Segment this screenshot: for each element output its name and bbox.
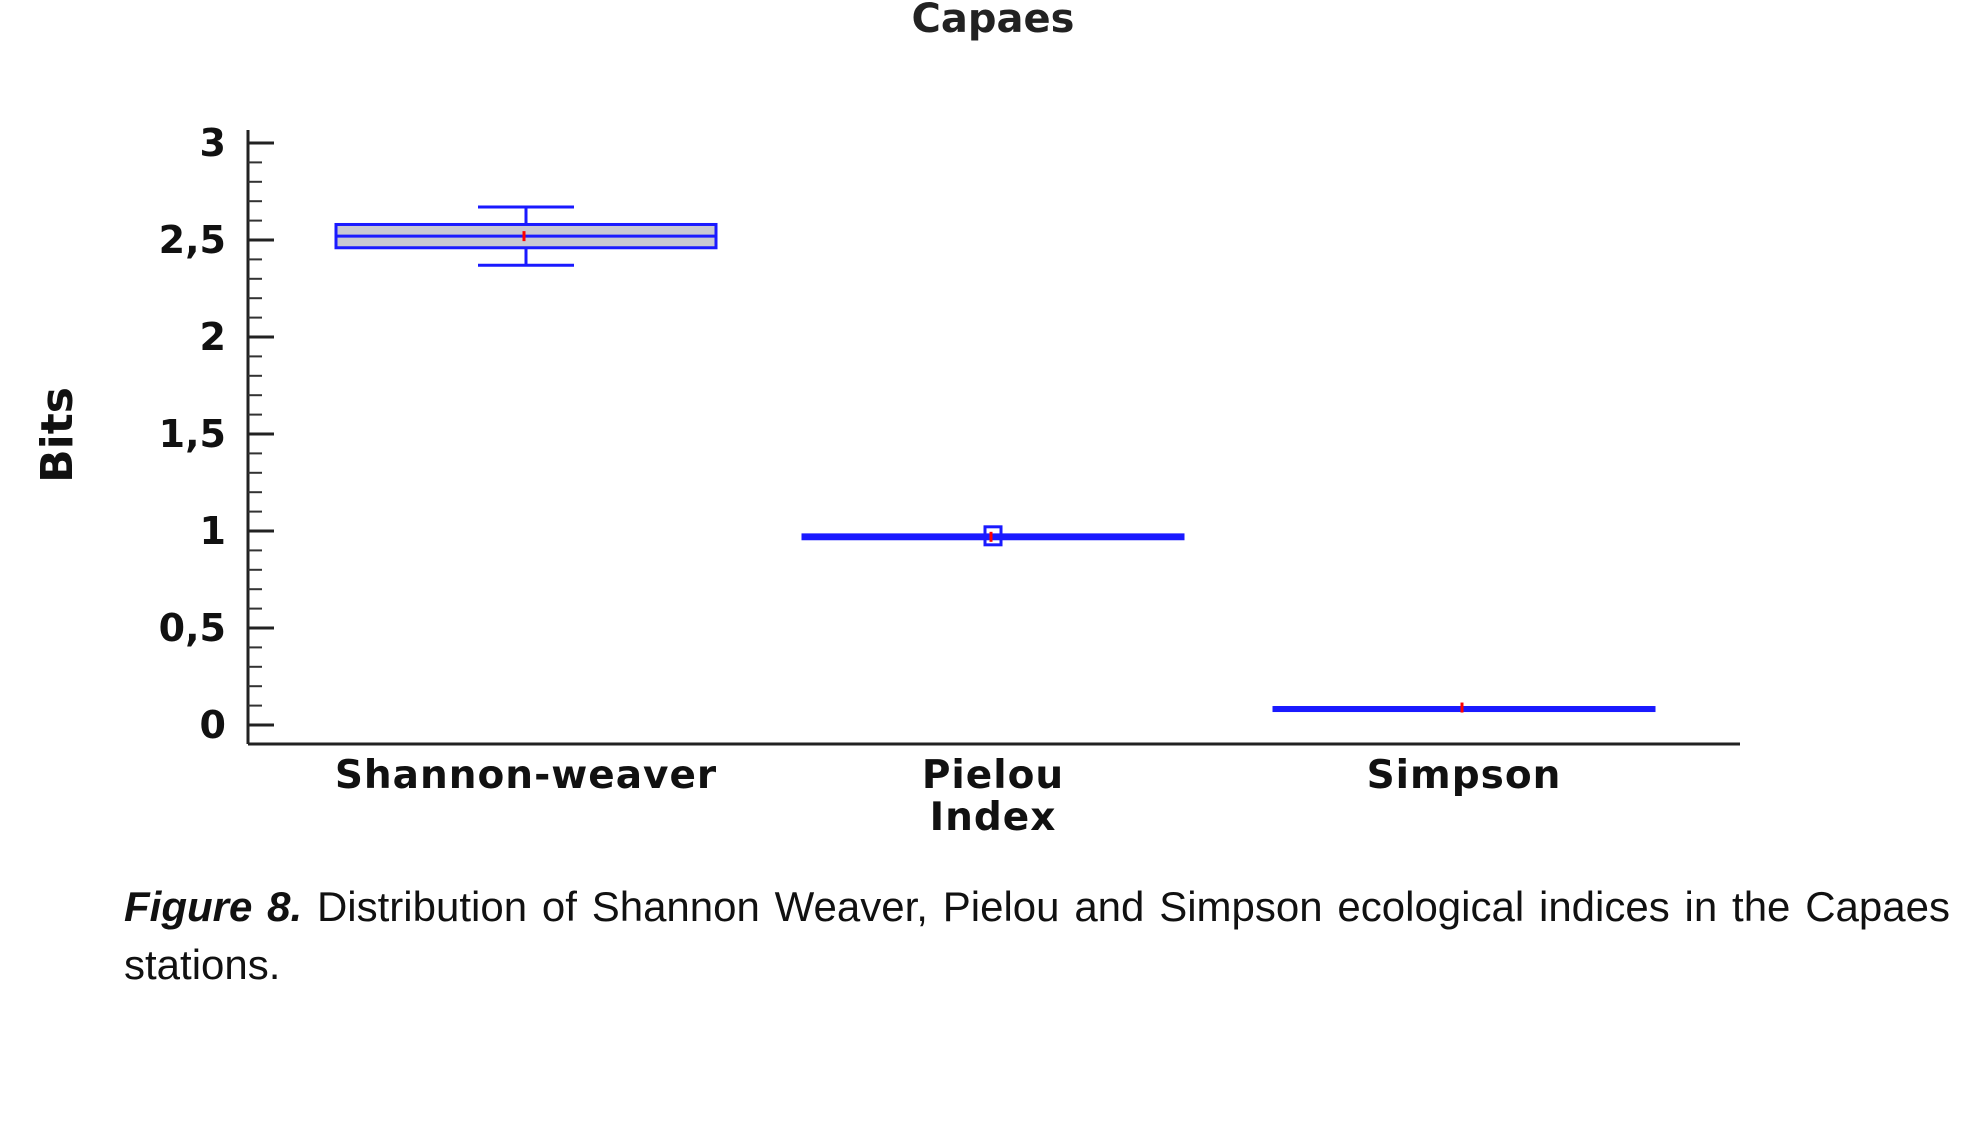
y-tick-label: 2,5 [159,218,226,262]
y-tick-label: 1 [200,509,226,553]
caption-label: Figure 8. [124,883,303,930]
figure-caption: Figure 8. Distribution of Shannon Weaver… [124,878,1950,994]
box-group [1272,702,1656,713]
y-tick-label: 0,5 [159,606,226,650]
caption-text: Distribution of Shannon Weaver, Pielou a… [124,883,1950,988]
box-group [334,205,718,267]
y-axis-label: Bits [32,387,83,483]
category-label: Pielou [922,753,1064,798]
y-ticks [248,141,274,727]
y-minor-ticks [248,161,262,707]
chart-title: Capaes [912,0,1075,42]
boxes [334,205,1656,713]
y-tick-label: 2 [200,315,226,359]
category-label: Shannon-weaver [335,753,717,798]
category-label: Simpson [1367,753,1562,798]
y-tick-labels: 0 0,5 1 1,5 2 2,5 3 [159,121,226,747]
box-group [801,531,1185,542]
boxplot-chart: Capaes Bits 0 0,5 1 1,5 2 2,5 3 Shannon-weaver… [32,0,1740,840]
y-tick-label: 0 [200,703,226,747]
y-tick-label: 1,5 [159,412,226,456]
y-tick-label: 3 [200,121,226,165]
pielou-marker [983,525,1003,547]
category-label: Index [930,795,1057,840]
